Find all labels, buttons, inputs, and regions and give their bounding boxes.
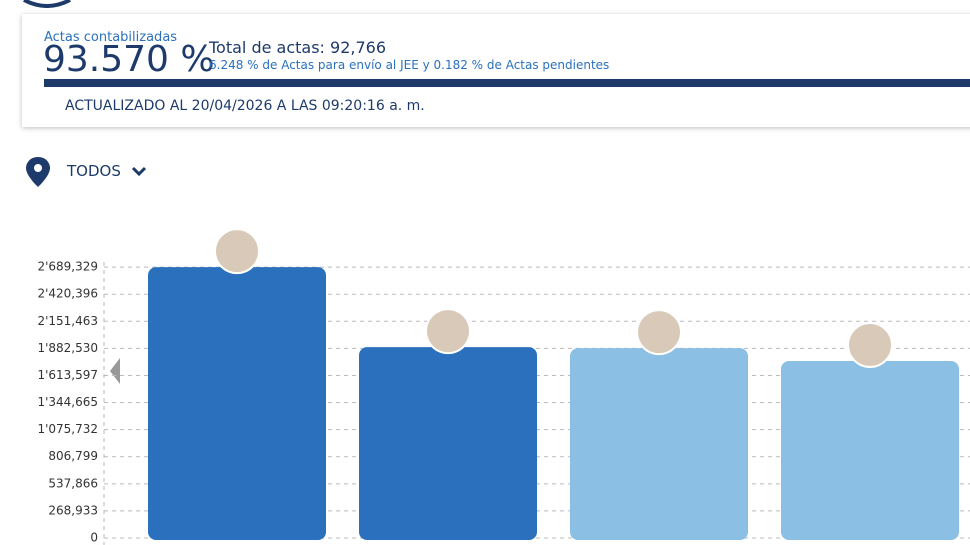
- y-tick-label: 1'882,530: [37, 341, 98, 355]
- y-tick-label: 268,933: [48, 503, 98, 517]
- y-tick-label: 1'613,597: [37, 368, 98, 382]
- bar: [148, 267, 326, 540]
- y-tick-label: 2'420,396: [37, 287, 98, 301]
- updated: ACTUALIZADO AL 20/04/2026 A LAS 09:20:16…: [65, 98, 425, 114]
- y-tick-label: 806,799: [48, 449, 98, 463]
- y-tick-label: 2'689,329: [37, 260, 98, 274]
- y-tick-label: 2'151,463: [37, 314, 98, 328]
- y-tick-label: 537,866: [48, 476, 98, 490]
- bar: [781, 361, 959, 540]
- candidate-photo: [636, 309, 682, 356]
- summary-card: Actas contabilizadas 93.570 % Total de a…: [22, 14, 970, 127]
- total: Total de actas: 92,766: [209, 38, 387, 57]
- logo: [23, 0, 71, 8]
- candidate-photo: [425, 308, 471, 355]
- y-tick-label: 0: [90, 531, 98, 545]
- bar: [359, 347, 537, 540]
- bar: [570, 348, 748, 540]
- prev-arrow[interactable]: [110, 358, 120, 384]
- candidate-photo: [847, 322, 893, 369]
- y-tick-label: 1'344,665: [37, 395, 98, 409]
- y-tick-label: 1'075,732: [37, 422, 98, 436]
- detail: 6.248 % de Actas para envío al JEE y 0.1…: [209, 58, 610, 72]
- pin-icon: [26, 157, 50, 187]
- label: Actas contabilizadas: [44, 30, 178, 45]
- percent: 93.570 %: [43, 39, 215, 80]
- candidate-photo: [214, 228, 260, 275]
- chevron[interactable]: [131, 166, 147, 178]
- progress-bar: [44, 79, 970, 87]
- filter[interactable]: TODOS: [67, 162, 121, 180]
